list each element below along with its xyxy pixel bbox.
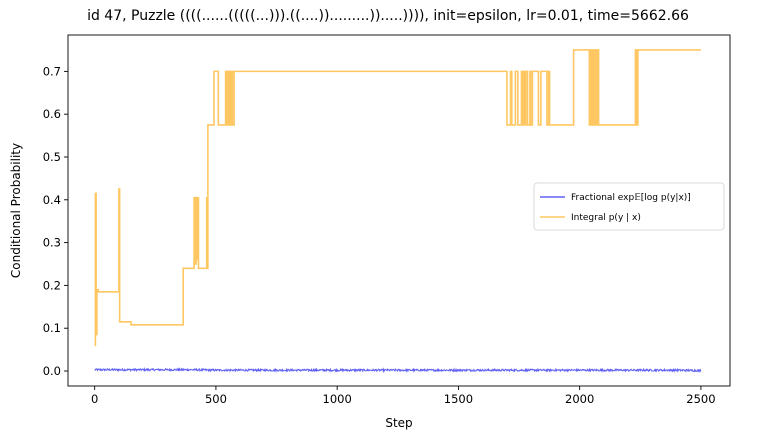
y-tick-label: 0.4: [43, 193, 61, 207]
y-axis-label: Conditional Probability: [9, 143, 23, 278]
x-axis-ticks: 0 500 1000 1500 2000 2500: [91, 386, 716, 406]
y-tick-label: 0.7: [43, 64, 61, 78]
x-tick-label: 2500: [686, 392, 715, 406]
y-tick-label: 0.1: [43, 321, 61, 335]
y-tick-label: 0.5: [43, 150, 61, 164]
y-tick-label: 0.3: [43, 236, 61, 250]
legend-box: [533, 182, 725, 231]
series-fractional-line: [94, 366, 702, 374]
x-tick-label: 2000: [565, 392, 594, 406]
x-axis-label: Step: [385, 416, 412, 430]
legend-label-integral: Integral p(y | x): [571, 213, 641, 223]
series-integral-line: [94, 49, 701, 347]
plot-frame: [67, 34, 731, 387]
x-tick-label: 1000: [323, 392, 352, 406]
legend-label-fractional: Fractional exp𝔼[log p(y|x)]: [571, 193, 691, 203]
plot-lines: [94, 49, 702, 374]
y-axis-ticks: 0.0 0.1 0.2 0.3 0.4 0.5 0.6 0.7: [43, 64, 68, 378]
legend: Fractional exp𝔼[log p(y|x)] Integral p(y…: [533, 182, 725, 231]
y-tick-label: 0.2: [43, 278, 61, 292]
x-tick-label: 1500: [444, 392, 473, 406]
x-tick-label: 500: [205, 392, 227, 406]
y-tick-label: 0.0: [43, 364, 61, 378]
chart-title: id 47, Puzzle ((((......(((((...))).((..…: [87, 8, 689, 24]
x-tick-label: 0: [91, 392, 98, 406]
y-tick-label: 0.6: [43, 107, 61, 121]
